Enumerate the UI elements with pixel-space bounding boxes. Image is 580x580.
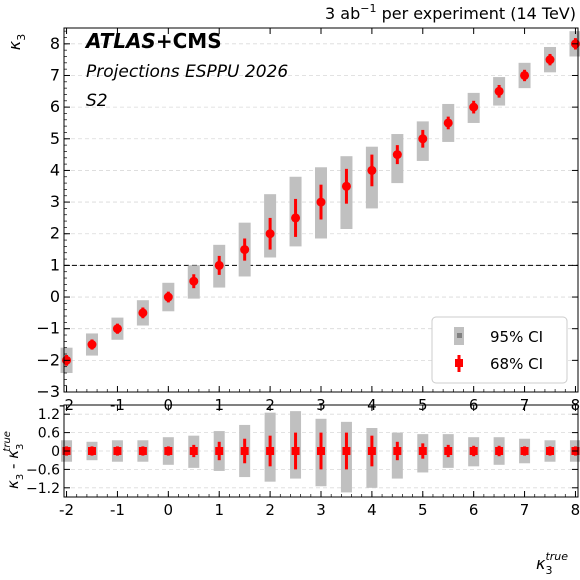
main-ytick-label: 2: [50, 224, 60, 243]
legend-frame: [431, 316, 568, 384]
residual-point: [367, 447, 376, 455]
main-point: [418, 134, 428, 144]
residual-grid: [64, 413, 578, 489]
residual-xtick-label: -2: [59, 501, 74, 519]
residual-ytick-label: 0.6: [38, 426, 60, 442]
residual-xtick-label: 2: [265, 501, 275, 519]
residual-xtick-label: 7: [520, 501, 530, 519]
main-ytick-label: −1: [36, 319, 60, 338]
experiment-label: ATLAS+CMS: [84, 29, 222, 53]
main-ytick-label: 7: [50, 65, 60, 84]
residual-xtick-label: 8: [571, 501, 580, 519]
residual-point: [240, 447, 249, 455]
main-point: [443, 118, 453, 128]
main-ylabel: κ3: [5, 34, 28, 50]
residual-point: [520, 447, 529, 455]
luminosity-label: 3 ab−1 per experiment (14 TeV): [325, 2, 576, 23]
projection-label: Projections ESPPU 2026: [86, 62, 288, 82]
residual-point: [317, 447, 325, 455]
residual-point: [189, 447, 198, 455]
residual-point: [138, 447, 147, 455]
main-point: [240, 245, 250, 255]
residual-xtick-label: 1: [214, 501, 224, 519]
xlabel: κ3true: [536, 550, 568, 577]
main-point: [138, 308, 148, 318]
residual-point: [444, 447, 453, 455]
residual-point: [87, 447, 96, 455]
main-ytick-label: 5: [50, 129, 60, 148]
residual-xtick-label: 4: [367, 501, 377, 519]
main-point: [545, 55, 555, 65]
residual-point: [266, 447, 275, 455]
residual-ytick-label: −0.6: [26, 462, 60, 478]
residual-point: [164, 447, 173, 455]
residual-marks: [61, 411, 580, 493]
main-point: [87, 340, 97, 350]
residual-point: [418, 447, 427, 455]
residual-point: [291, 447, 300, 455]
main-ytick-label: −2: [36, 350, 60, 369]
legend-ci68-marker: [455, 359, 463, 367]
scenario-label: S2: [86, 91, 108, 111]
main-point: [189, 276, 199, 286]
residual-xtick-label: 6: [469, 501, 479, 519]
residual-xtick-label: 0: [164, 501, 174, 519]
main-ytick-label: 6: [50, 97, 60, 116]
main-point: [494, 86, 504, 96]
main-point: [316, 197, 326, 207]
residual-point: [342, 447, 351, 455]
main-ytick-label: 1: [50, 255, 60, 274]
main-point: [520, 70, 530, 80]
residual-point: [113, 447, 122, 455]
residual-axes: −1.2 −0.6 0 0.6 1.2 -2 -1 0 1 2 3 4 5 6 7 8: [26, 404, 580, 519]
legend-ci95-label: 95% CI: [490, 328, 543, 346]
main-ytick-label: 0: [50, 287, 60, 306]
legend-ci95-marker: [457, 333, 462, 338]
residual-ytick-label: −1.2: [26, 481, 60, 497]
residual-xtick-label: -1: [110, 501, 125, 519]
legend: 95% CI 68% CI: [431, 316, 568, 384]
main-point: [341, 181, 351, 191]
residual-point: [215, 447, 224, 455]
residual-xtick-label: 5: [418, 501, 428, 519]
residual-point: [469, 447, 478, 455]
main-ytick-label: 3: [50, 192, 60, 211]
residual-point: [495, 447, 504, 455]
main-point: [214, 260, 224, 270]
main-point: [392, 150, 402, 160]
residual-xtick-label: 3: [316, 501, 326, 519]
main-point: [163, 292, 173, 302]
residual-point: [546, 447, 555, 455]
legend-ci68-label: 68% CI: [490, 355, 543, 373]
main-point: [112, 324, 122, 334]
residual-ylabel: κ3 - κ3true: [2, 431, 26, 489]
residual-point: [393, 447, 402, 455]
main-ytick-label: −3: [36, 382, 60, 401]
main-ytick-label: 4: [50, 160, 60, 179]
residual-ytick-label: 1.2: [38, 407, 60, 423]
main-point: [469, 102, 479, 112]
main-point: [367, 165, 377, 175]
residual-ytick-label: 0: [51, 444, 60, 460]
main-point: [265, 229, 275, 239]
main-ytick-label: 8: [50, 34, 60, 53]
main-point: [291, 213, 301, 223]
